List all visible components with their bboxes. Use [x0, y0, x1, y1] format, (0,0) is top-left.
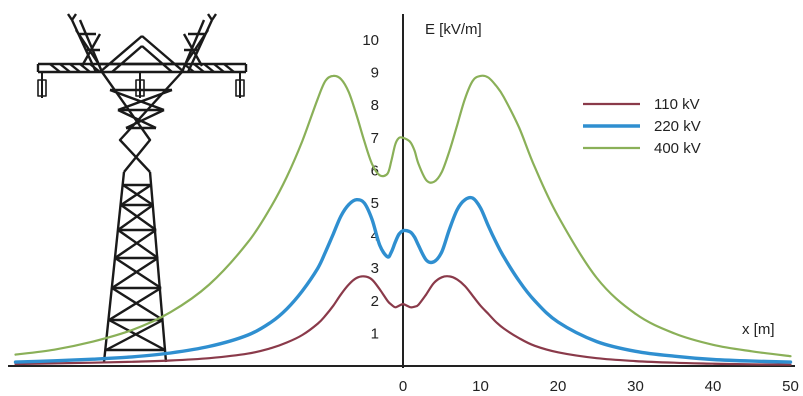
transmission-tower-icon	[36, 13, 248, 363]
legend: 110 kV 220 kV 400 kV	[583, 96, 701, 157]
series-lines	[13, 74, 793, 366]
series-line-220-kv	[13, 195, 793, 364]
axes	[8, 14, 795, 368]
x-tick-label: 30	[627, 378, 644, 395]
x-axis-title: x [m]	[742, 321, 775, 338]
x-tick-label: 0	[399, 378, 407, 395]
x-tick-label: 10	[472, 378, 489, 395]
y-tick-label: 5	[371, 195, 379, 212]
y-tick-label: 7	[371, 130, 379, 147]
y-tick-label: 1	[371, 325, 379, 342]
y-tick-label: 9	[371, 65, 379, 82]
series-line-110-kv	[14, 275, 792, 366]
legend-label: 400 kV	[654, 140, 701, 157]
y-tick-label: 10	[362, 32, 379, 49]
legend-label: 220 kV	[654, 118, 701, 135]
x-tick-labels: 0 10 20 30 40 50	[399, 378, 799, 395]
x-tick-label: 40	[705, 378, 722, 395]
y-axis-title: E [kV/m]	[425, 21, 482, 38]
y-tick-label: 3	[371, 260, 379, 277]
y-tick-label: 8	[371, 97, 379, 114]
series-line-400-kv	[14, 74, 792, 358]
x-tick-label: 50	[782, 378, 799, 395]
x-tick-label: 20	[550, 378, 567, 395]
legend-label: 110 kV	[654, 96, 700, 113]
y-tick-label: 4	[371, 228, 379, 245]
y-tick-label: 2	[371, 293, 379, 310]
